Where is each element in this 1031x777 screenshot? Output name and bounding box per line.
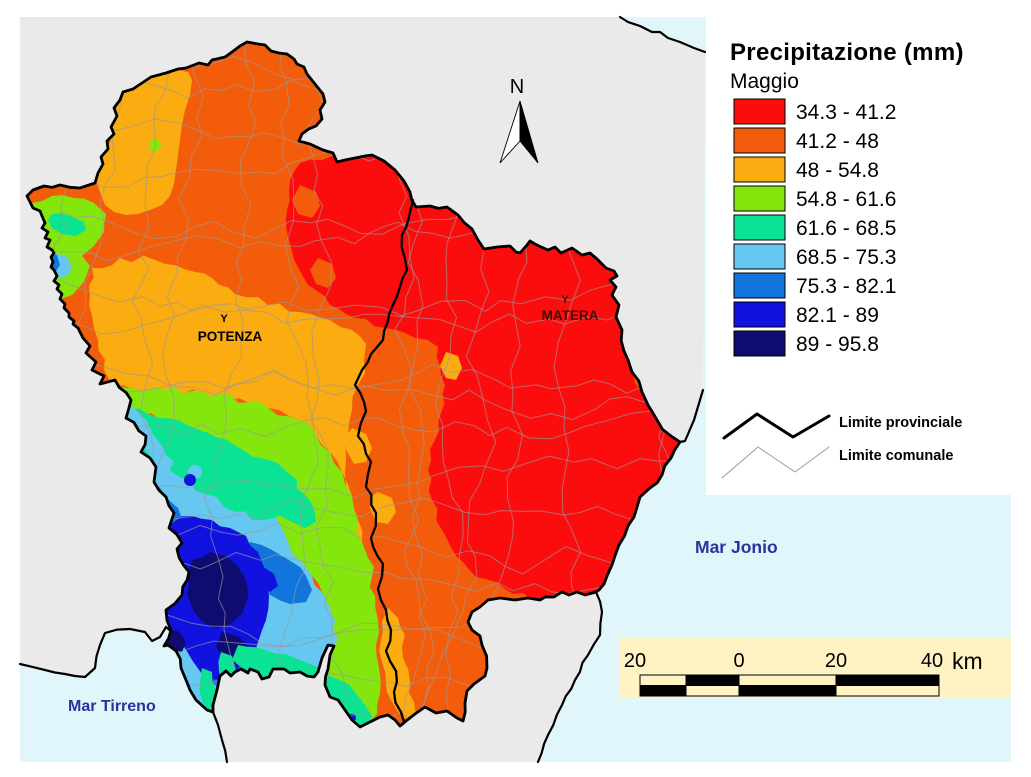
svg-text:km: km: [952, 648, 983, 674]
svg-text:Y: Y: [220, 313, 228, 325]
svg-text:82.1 - 89: 82.1 - 89: [796, 304, 879, 327]
svg-text:34.3 - 41.2: 34.3 - 41.2: [796, 101, 896, 124]
svg-text:Y: Y: [561, 294, 569, 306]
svg-text:41.2 - 48: 41.2 - 48: [796, 130, 879, 153]
svg-text:68.5 - 75.3: 68.5 - 75.3: [796, 246, 896, 269]
svg-text:Mar Jonio: Mar Jonio: [695, 537, 778, 557]
svg-text:POTENZA: POTENZA: [198, 329, 263, 344]
svg-text:Limite comunale: Limite comunale: [839, 448, 953, 464]
svg-text:20: 20: [624, 650, 646, 672]
svg-text:Mar Tirreno: Mar Tirreno: [68, 698, 156, 715]
svg-text:75.3 - 82.1: 75.3 - 82.1: [796, 275, 896, 298]
svg-text:Precipitazione (mm): Precipitazione (mm): [730, 39, 964, 66]
svg-text:20: 20: [825, 650, 847, 672]
svg-text:N: N: [510, 76, 524, 98]
svg-text:54.8 - 61.6: 54.8 - 61.6: [796, 188, 896, 211]
svg-text:MATERA: MATERA: [542, 308, 599, 323]
svg-text:Limite provinciale: Limite provinciale: [839, 415, 962, 431]
svg-text:61.6 - 68.5: 61.6 - 68.5: [796, 217, 896, 240]
svg-text:89 - 95.8: 89 - 95.8: [796, 333, 879, 356]
svg-text:Maggio: Maggio: [730, 70, 799, 93]
svg-text:0: 0: [733, 650, 744, 672]
svg-text:48 - 54.8: 48 - 54.8: [796, 159, 879, 182]
svg-text:40: 40: [921, 650, 943, 672]
